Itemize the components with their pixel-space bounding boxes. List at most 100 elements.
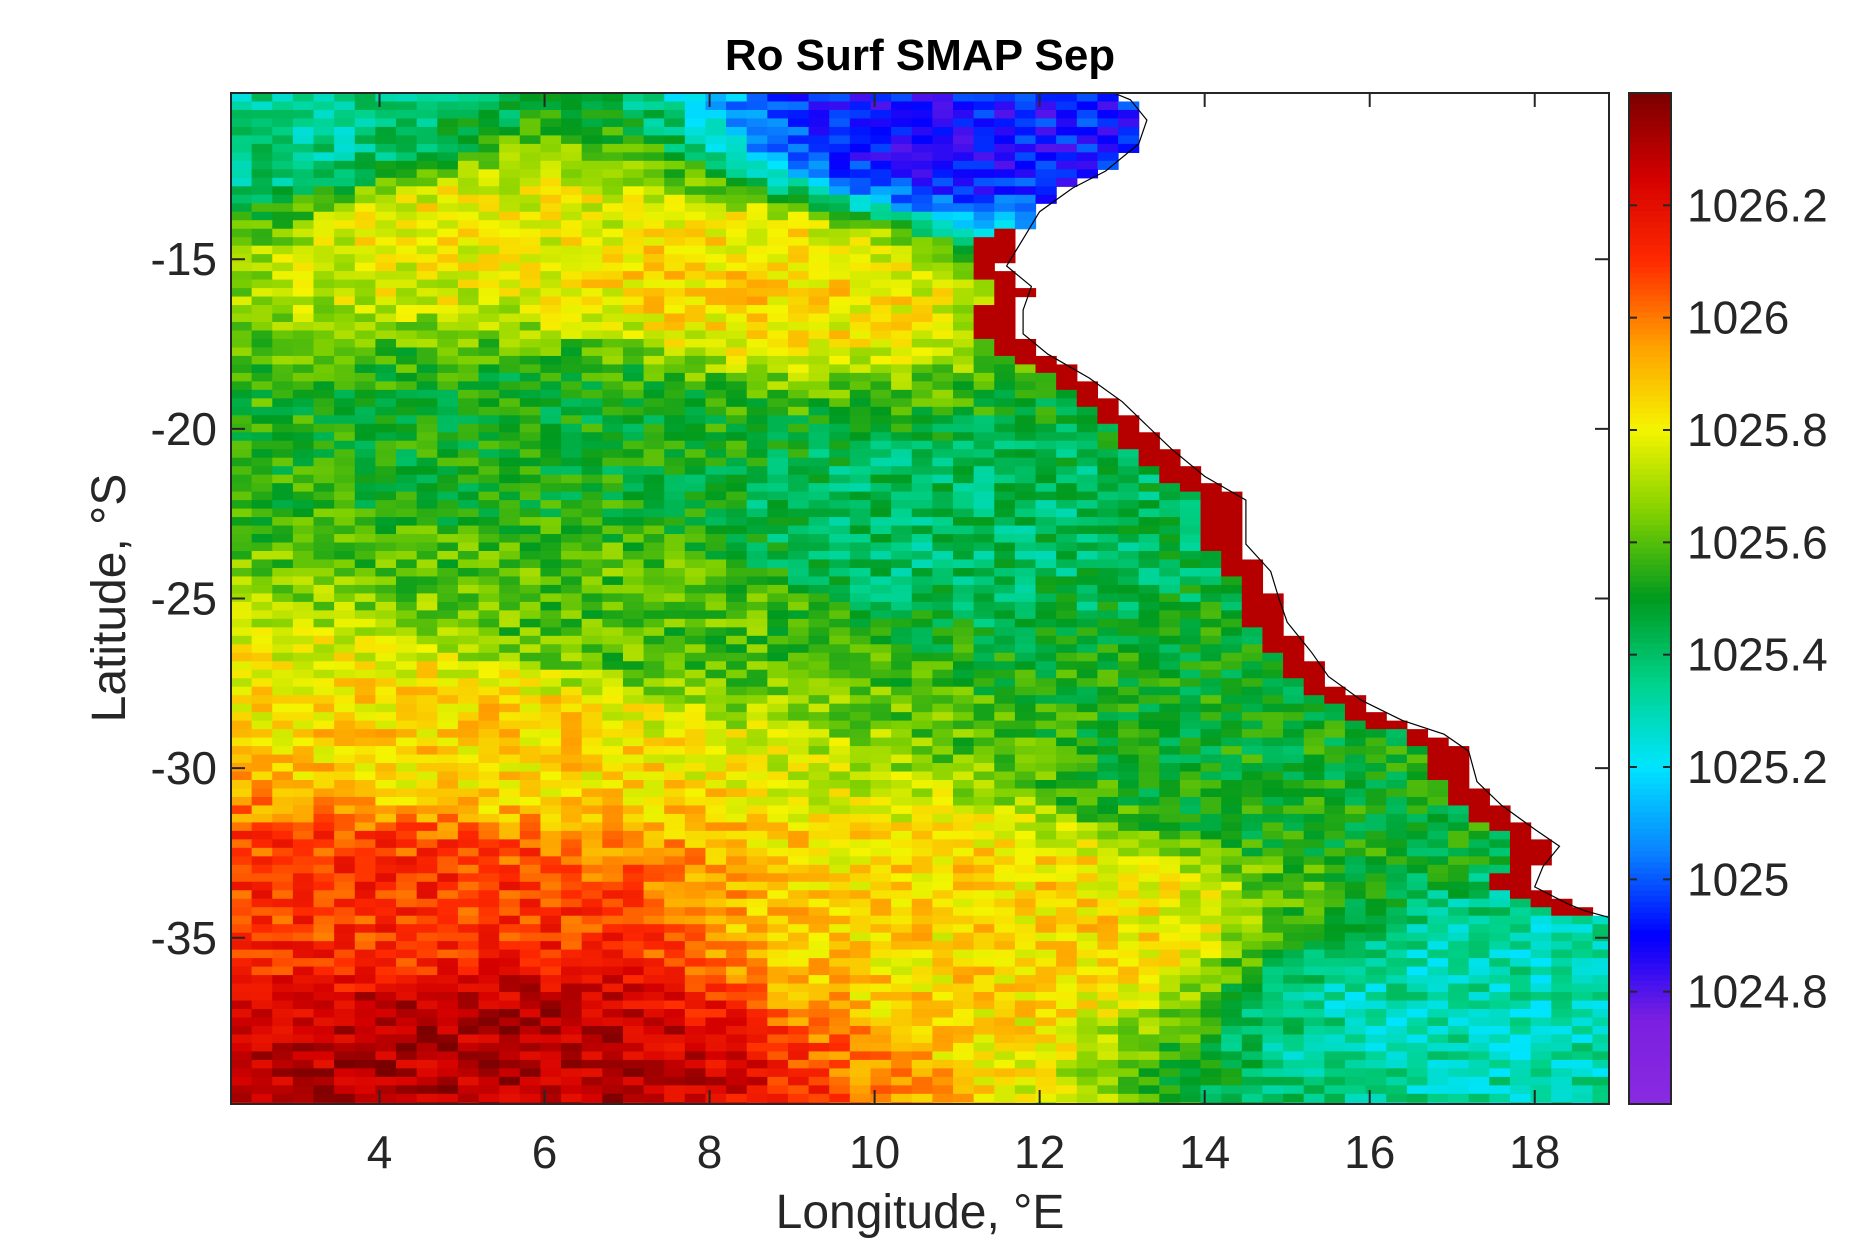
heatmap-cell xyxy=(767,890,789,900)
heatmap-cell xyxy=(251,483,273,493)
heatmap-cell xyxy=(561,271,583,281)
heatmap-cell xyxy=(478,126,500,137)
heatmap-cell xyxy=(1118,712,1140,722)
heatmap-cell xyxy=(643,771,665,781)
heatmap-cell xyxy=(602,398,624,408)
heatmap-cell xyxy=(478,720,500,730)
heatmap-cell xyxy=(437,474,459,484)
heatmap-cell xyxy=(1448,754,1470,764)
heatmap-cell xyxy=(767,915,789,925)
heatmap-cell xyxy=(478,194,500,204)
heatmap-cell xyxy=(994,542,1016,552)
heatmap-cell xyxy=(705,177,727,187)
heatmap-cell xyxy=(953,686,975,696)
heatmap-cell xyxy=(643,567,665,578)
heatmap-cell xyxy=(1076,457,1099,467)
heatmap-cell xyxy=(499,288,521,298)
heatmap-cell xyxy=(581,491,603,501)
heatmap-cell xyxy=(540,288,562,298)
heatmap-cell xyxy=(932,881,954,891)
heatmap-cell xyxy=(416,372,438,382)
heatmap-cell xyxy=(1221,491,1243,501)
heatmap-cell xyxy=(416,355,438,366)
heatmap-cell xyxy=(973,652,995,662)
heatmap-cell xyxy=(457,932,480,942)
heatmap-cell xyxy=(787,313,810,323)
heatmap-cell xyxy=(726,907,748,917)
heatmap-cell xyxy=(478,254,500,264)
heatmap-cell xyxy=(1221,720,1243,730)
heatmap-cell xyxy=(622,593,645,603)
heatmap-cell xyxy=(746,517,768,527)
heatmap-cell xyxy=(746,805,768,815)
heatmap-cell xyxy=(1056,406,1078,416)
heatmap-cell xyxy=(581,449,603,459)
heatmap-cell xyxy=(1097,500,1119,510)
heatmap-cell xyxy=(1035,559,1057,569)
heatmap-cell xyxy=(1406,864,1429,874)
heatmap-cell xyxy=(1138,915,1160,925)
heatmap-cell xyxy=(891,737,913,747)
heatmap-cell xyxy=(581,101,603,111)
heatmap-cell xyxy=(1262,830,1284,840)
heatmap-cell xyxy=(911,347,933,357)
heatmap-cell xyxy=(808,864,830,874)
heatmap-cell xyxy=(354,754,376,764)
heatmap-cell xyxy=(1221,847,1243,857)
heatmap-cell xyxy=(622,644,645,654)
heatmap-cell xyxy=(746,177,768,187)
heatmap-cell xyxy=(457,890,480,900)
heatmap-cell xyxy=(684,652,707,662)
heatmap-cell xyxy=(932,763,954,773)
heatmap-cell xyxy=(416,398,438,408)
heatmap-cell xyxy=(726,805,748,815)
heatmap-cell xyxy=(561,881,583,891)
heatmap-cell xyxy=(953,644,975,654)
heatmap-cell xyxy=(457,491,480,501)
heatmap-cell xyxy=(829,491,851,501)
heatmap-cell xyxy=(664,813,686,824)
heatmap-cell xyxy=(416,305,438,315)
heatmap-cell xyxy=(911,330,933,340)
heatmap-cell xyxy=(787,474,810,484)
heatmap-cell xyxy=(705,398,727,408)
heatmap-cell xyxy=(1035,805,1057,815)
heatmap-cell xyxy=(1014,457,1037,467)
heatmap-cell xyxy=(396,381,418,391)
heatmap-cell xyxy=(746,203,768,213)
heatmap-cell xyxy=(829,788,851,798)
heatmap-cell xyxy=(829,330,851,340)
heatmap-cell xyxy=(1241,652,1264,662)
heatmap-cell xyxy=(973,406,995,416)
heatmap-cell xyxy=(1427,932,1449,942)
heatmap-cell xyxy=(499,491,521,501)
heatmap-cell xyxy=(705,440,727,450)
heatmap-cell xyxy=(1468,924,1490,934)
heatmap-cell xyxy=(251,406,273,416)
heatmap-cell xyxy=(932,186,954,196)
heatmap-cell xyxy=(1468,898,1490,908)
heatmap-cell xyxy=(437,135,459,145)
heatmap-cell xyxy=(1014,109,1037,120)
heatmap-cell xyxy=(1221,610,1243,620)
heatmap-cell xyxy=(540,338,562,349)
heatmap-cell xyxy=(1262,932,1284,942)
heatmap-cell xyxy=(416,101,438,111)
heatmap-cell xyxy=(1200,864,1222,874)
heatmap-cell xyxy=(1118,805,1140,815)
heatmap-cell xyxy=(953,347,975,357)
heatmap-cell xyxy=(1179,712,1202,722)
heatmap-cell xyxy=(973,177,995,187)
heatmap-cell xyxy=(643,347,665,357)
heatmap-cell xyxy=(911,517,933,527)
heatmap-cell xyxy=(581,474,603,484)
heatmap-cell xyxy=(1076,780,1099,790)
heatmap-cell xyxy=(684,169,707,179)
heatmap-cell xyxy=(416,237,438,247)
heatmap-cell xyxy=(251,542,273,552)
heatmap-cell xyxy=(292,669,315,679)
heatmap-cell xyxy=(272,856,294,866)
heatmap-cell xyxy=(808,237,830,247)
heatmap-cell xyxy=(808,610,830,620)
heatmap-cell xyxy=(1406,780,1429,790)
